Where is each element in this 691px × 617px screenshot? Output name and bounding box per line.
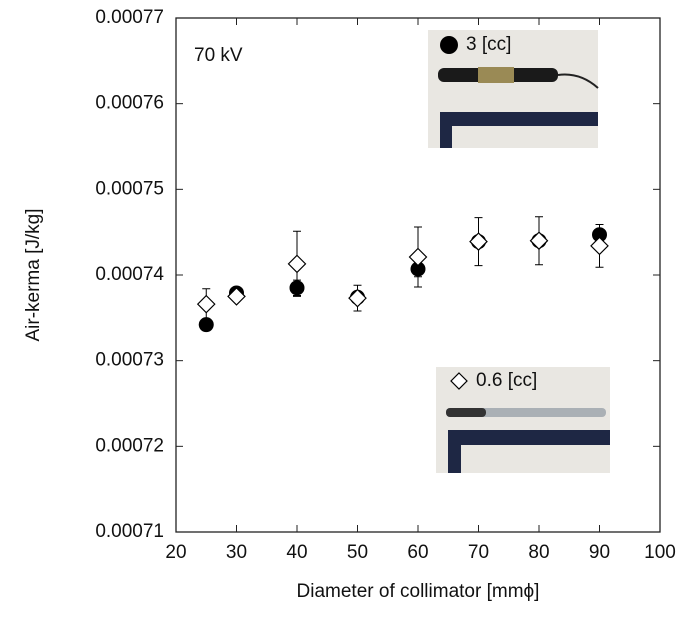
probe-photo <box>446 408 486 417</box>
y-axis-label: Air-kerma [J/kg] <box>23 208 44 341</box>
y-tick-label: 0.00074 <box>95 264 164 285</box>
data-point <box>227 287 246 306</box>
data-point <box>196 294 216 314</box>
y-tick-label: 0.00073 <box>95 350 164 371</box>
photo-inset <box>436 367 610 473</box>
x-tick-label: 40 <box>286 542 307 563</box>
x-tick-label: 30 <box>226 542 247 563</box>
x-tick-label: 100 <box>644 542 676 563</box>
ruler-photo <box>448 430 610 473</box>
legend-marker <box>440 36 458 54</box>
ruler-photo <box>440 112 598 148</box>
y-tick-label: 0.00071 <box>95 521 164 542</box>
legend-label: 3 [cc] <box>466 34 511 55</box>
probe-photo <box>446 408 606 417</box>
x-tick-label: 80 <box>528 542 549 563</box>
cable <box>557 73 599 89</box>
probe-photo <box>478 67 514 83</box>
legend-marker <box>450 372 468 390</box>
x-tick-label: 20 <box>165 542 186 563</box>
y-tick-label: 0.00077 <box>95 7 164 28</box>
x-tick-label: 90 <box>589 542 610 563</box>
data-point <box>287 254 307 274</box>
x-axis-label: Diameter of collimator [mmϕ] <box>297 581 540 602</box>
x-tick-label: 70 <box>468 542 489 563</box>
data-point <box>529 231 549 251</box>
data-point <box>590 236 609 256</box>
data-point <box>198 317 214 333</box>
annotation: 70 kV <box>194 45 243 66</box>
data-point <box>469 232 488 251</box>
y-tick-label: 0.00075 <box>95 178 164 199</box>
x-tick-label: 50 <box>347 542 368 563</box>
y-tick-label: 0.00072 <box>95 435 164 456</box>
data-point <box>348 288 367 308</box>
y-tick-label: 0.00076 <box>95 93 164 114</box>
data-point <box>408 247 428 267</box>
legend-label: 0.6 [cc] <box>476 370 537 391</box>
x-tick-label: 60 <box>407 542 428 563</box>
